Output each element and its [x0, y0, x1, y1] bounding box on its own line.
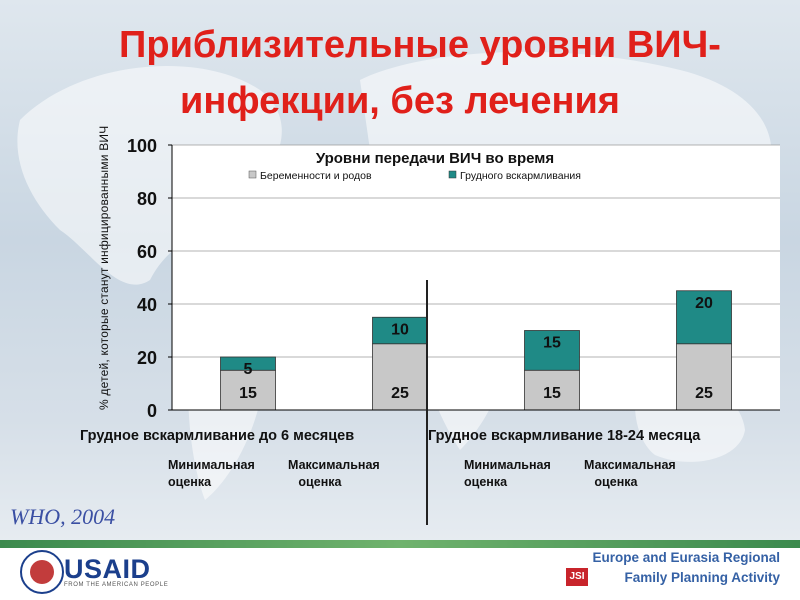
- bar-data-label: 5: [244, 361, 253, 378]
- usaid-logo-text: USAID: [64, 554, 151, 584]
- bar-segment-breastfeeding: [676, 290, 732, 345]
- group-label-6-months: Грудное вскармливание до 6 месяцев: [80, 428, 355, 444]
- usaid-tagline: FROM THE AMERICAN PEOPLE: [64, 582, 169, 588]
- bar-segment-breastfeeding: [524, 330, 580, 371]
- bar-data-label: 15: [543, 385, 561, 402]
- bar-segment-pregnancy: [676, 343, 732, 411]
- usaid-seal-icon: [20, 550, 64, 594]
- source-citation: WHO, 2004: [10, 504, 116, 529]
- category-label-max-2: Максимальная оценка: [584, 458, 676, 489]
- footer-stripe: [0, 540, 800, 548]
- bar-data-label: 10: [391, 321, 409, 338]
- y-tick-label: 40: [137, 295, 157, 315]
- org-name-line2: Family Planning Activity: [624, 570, 780, 585]
- chart-title: Уровни передачи ВИЧ во время: [316, 150, 554, 167]
- bar-segment-breastfeeding: [220, 356, 276, 371]
- legend-label-pregnancy: Беременности и родов: [260, 170, 372, 182]
- bar-segment-pregnancy: [220, 369, 276, 411]
- seal-center: [30, 560, 54, 584]
- org-name-line1: Europe and Eurasia Regional: [592, 550, 780, 565]
- slide-title-line1: Приблизительные уровни ВИЧ-: [119, 24, 721, 66]
- category-label-min-2: Минимальная оценка: [464, 458, 551, 489]
- y-tick-label: 20: [137, 348, 157, 368]
- category-label-max-1: Максимальная оценка: [288, 458, 380, 489]
- legend-swatch-pregnancy: [248, 170, 257, 179]
- bar-data-label: 15: [543, 335, 561, 352]
- bar-data-label: 15: [239, 385, 257, 402]
- legend-swatch-breastfeeding: [448, 170, 457, 179]
- bar-segment-pregnancy: [372, 343, 428, 411]
- legend-label-breastfeeding: Грудного вскармливания: [460, 170, 581, 182]
- y-axis-title: % детей, которые станут инфицированными …: [97, 125, 111, 410]
- y-tick-label: 80: [137, 189, 157, 209]
- bar-segment-breastfeeding: [372, 316, 428, 345]
- category-label-min-1: Минимальная оценка: [168, 458, 255, 489]
- bar-data-label: 20: [695, 295, 713, 312]
- bar-data-label: 25: [695, 385, 713, 402]
- bar-data-label: 25: [391, 385, 409, 402]
- stacked-bar-chart: 0 20 40 60 80 100 15 5 25 10 15 15 25 20 Уровни пере…: [127, 136, 780, 525]
- jsi-logo: JSI: [566, 568, 588, 586]
- group-label-18-24-months: Грудное вскармливание 18-24 месяца: [428, 428, 701, 444]
- y-tick-label: 100: [127, 136, 157, 156]
- y-tick-label: 0: [147, 401, 157, 421]
- footer-bar: USAID FROM THE AMERICAN PEOPLE Europe an…: [0, 540, 800, 600]
- slide-title-line2: инфекции, без лечения: [180, 80, 620, 122]
- bar-segment-pregnancy: [524, 369, 580, 411]
- y-tick-label: 60: [137, 242, 157, 262]
